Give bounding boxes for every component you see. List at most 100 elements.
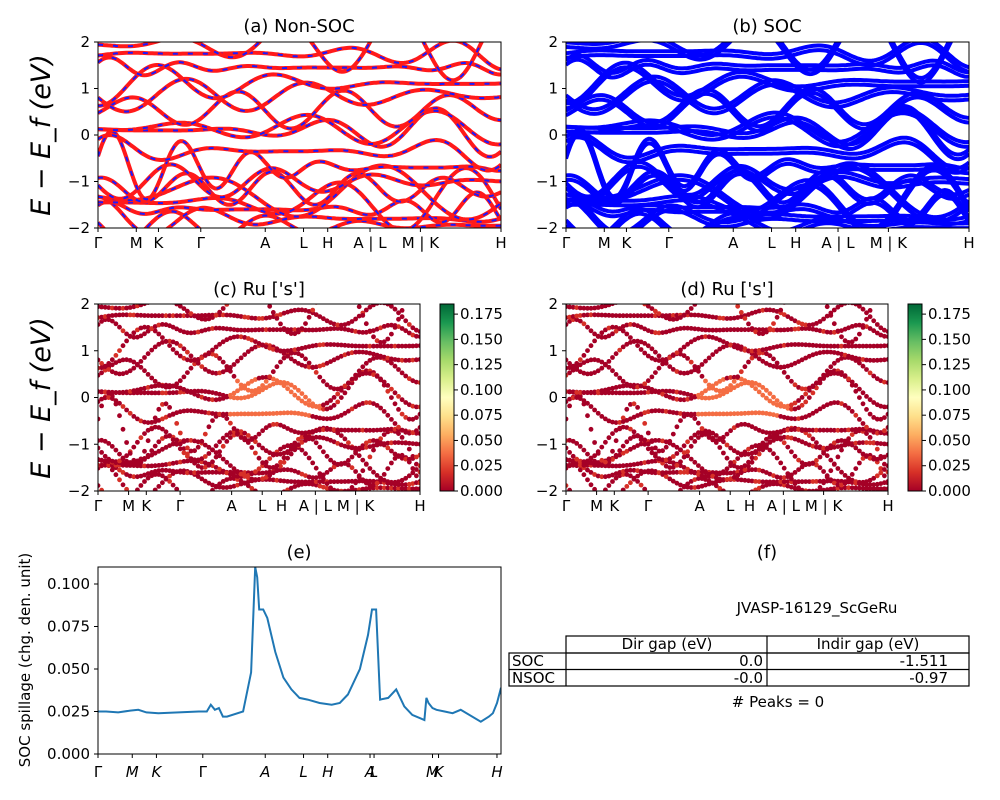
proj-point [620,390,626,396]
proj-point [567,396,572,402]
proj-point [156,484,162,489]
proj-point [778,475,784,481]
proj-point [595,358,601,363]
panel-e-xtick-label: H [491,763,502,781]
proj-point [771,479,776,485]
proj-point [660,330,665,335]
colorbar-tick-label: 0.025 [928,457,971,475]
proj-point [199,438,205,444]
proj-point [202,464,208,470]
proj-point [653,330,658,336]
proj-point [399,397,405,403]
panel-b-xtick-label: L [767,234,776,252]
band-blue-dash-14 [98,56,501,77]
proj-point [789,416,794,421]
proj-point [839,304,844,308]
proj-point [692,477,698,482]
proj-point [810,383,816,389]
proj-point [124,453,129,459]
proj-point [270,411,276,416]
proj-point [238,386,244,391]
proj-point [292,429,298,435]
proj-point [360,468,366,474]
proj-point [588,312,594,318]
proj-point [403,358,409,363]
proj-point [152,328,158,334]
proj-point [885,441,888,447]
proj-point [771,433,776,439]
proj-point [360,330,366,335]
proj-point [303,345,308,350]
colorbar-tick-label: 0.125 [460,356,503,374]
proj-point [735,315,741,320]
panel-e-ytick-label: 0.025 [47,703,90,721]
proj-point [131,462,137,467]
proj-point [696,365,701,370]
panel-c-xtick-label: K [141,497,152,515]
proj-point [181,374,187,380]
proj-point [127,312,133,318]
proj-point [810,479,816,484]
proj-point [620,487,626,491]
panel-b-ytick-label: 0 [548,126,558,144]
proj-point [109,458,115,464]
proj-point [163,313,169,319]
proj-point [735,456,741,461]
proj-point [188,365,194,371]
proj-point [103,492,108,497]
proj-point [624,298,629,303]
proj-point [113,312,119,318]
proj-point [417,463,420,469]
proj-point [414,357,419,363]
proj-point [653,308,658,314]
proj-point [599,330,605,336]
proj-point [710,437,716,443]
proj-point [378,441,383,447]
proj-point [160,462,165,468]
proj-point [188,390,194,395]
proj-point [177,385,183,391]
proj-point [281,348,287,354]
proj-point [317,314,323,319]
proj-point [645,343,651,349]
proj-point [735,345,741,351]
proj-point [335,427,341,433]
proj-point [410,466,416,471]
proj-point [567,365,572,371]
proj-point [864,431,869,436]
proj-point [806,322,812,328]
proj-point [849,343,855,349]
proj-point [789,402,794,408]
proj-point [674,369,680,374]
proj-point [728,476,733,482]
proj-point [760,479,766,485]
proj-point [142,431,147,436]
proj-point [396,357,401,363]
proj-point [363,462,369,467]
proj-point [213,325,219,331]
proj-point [660,448,665,454]
proj-point [835,358,841,363]
proj-point [810,460,816,466]
proj-point [102,363,108,369]
proj-point [228,435,233,440]
proj-point [381,343,387,349]
proj-point [706,334,712,340]
proj-point [842,304,848,306]
proj-point [403,486,409,491]
proj-point [317,342,323,348]
proj-point [249,486,255,491]
proj-point [620,443,626,449]
proj-point [699,334,705,340]
proj-point [181,439,187,444]
proj-point [670,367,676,372]
proj-point [821,427,826,433]
proj-point [821,469,826,474]
proj-point [617,448,623,454]
proj-point [756,485,762,491]
proj-point [328,342,333,347]
proj-point [871,475,877,481]
proj-point [381,441,387,446]
proj-point [774,479,780,485]
proj-point [167,433,173,438]
